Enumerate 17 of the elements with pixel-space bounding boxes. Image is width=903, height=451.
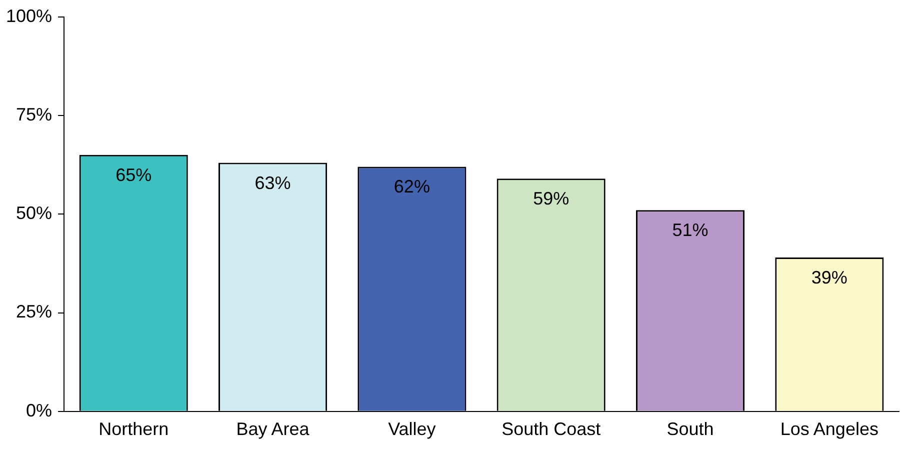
x-tick-label: South <box>666 419 714 440</box>
x-tick-label: Valley <box>388 419 436 440</box>
y-tick-label: 0% <box>26 400 52 420</box>
y-tick-label: 50% <box>16 203 52 224</box>
y-tick-label: 100% <box>6 6 52 26</box>
data-label: 62% <box>394 176 430 197</box>
x-tick-label: Los Angeles <box>780 419 878 440</box>
data-label: 63% <box>254 172 291 193</box>
data-label: 65% <box>116 164 152 185</box>
data-label: 59% <box>533 188 570 209</box>
x-tick-label: Northern <box>98 419 169 440</box>
x-tick-label: Bay Area <box>236 419 310 440</box>
data-label: 39% <box>811 267 848 288</box>
x-tick-label: South Coast <box>502 419 601 440</box>
y-tick-label: 75% <box>16 104 52 124</box>
data-label: 51% <box>672 220 708 240</box>
y-tick-label: 25% <box>16 302 52 322</box>
